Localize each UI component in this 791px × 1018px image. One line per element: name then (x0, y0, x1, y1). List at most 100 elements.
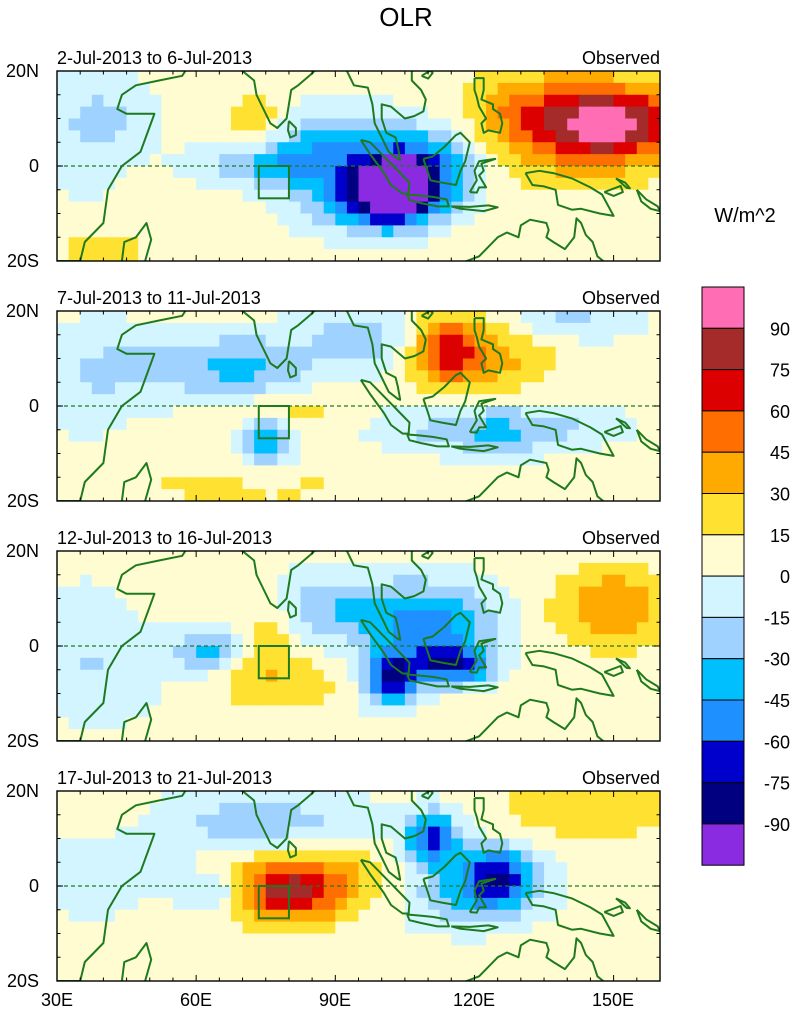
coastline (120, 222, 153, 261)
olr-cell (567, 189, 580, 203)
olr-cell (91, 177, 104, 191)
olr-cell (161, 562, 174, 576)
olr-cell (207, 969, 220, 981)
olr-cell (335, 249, 348, 261)
olr-cell (335, 465, 348, 478)
olr-cell (184, 586, 197, 600)
olr-cell (288, 862, 302, 875)
olr-cell (613, 394, 626, 407)
olr-cell (439, 225, 452, 238)
olr-cell (520, 634, 534, 647)
olr-cell (462, 791, 476, 804)
olr-cell (68, 945, 81, 958)
olr-cell (80, 441, 93, 455)
olr-cell (439, 82, 452, 96)
olr-cell (312, 429, 325, 443)
olr-cell (613, 477, 626, 490)
olr-cell (335, 693, 348, 706)
olr-cell (288, 406, 302, 419)
panel-date-label: 2-Jul-2013 to 6-Jul-2013 (57, 48, 252, 68)
olr-cell (567, 705, 580, 718)
olr-cell (428, 237, 441, 250)
olr-cell (578, 969, 592, 981)
olr-cell (149, 850, 162, 863)
colorbar-label: 90 (770, 319, 790, 339)
coastline (524, 649, 615, 697)
olr-cell (242, 82, 255, 96)
coastline (287, 360, 297, 379)
olr-cell (509, 814, 522, 828)
olr-cell (114, 681, 128, 695)
olr-cell (126, 693, 139, 706)
olr-cell (219, 370, 232, 383)
olr-cell (323, 334, 336, 348)
olr-cell (288, 874, 302, 887)
olr-cell (544, 82, 557, 96)
olr-cell (509, 453, 522, 466)
olr-cell (346, 909, 360, 923)
olr-cell (230, 394, 244, 407)
olr-cell (149, 562, 162, 576)
olr-cell (254, 681, 267, 695)
olr-cell (277, 874, 290, 887)
olr-cell (277, 453, 290, 466)
olr-cell (323, 429, 336, 443)
olr-cell (602, 622, 615, 635)
coastline (241, 71, 316, 129)
olr-cell (335, 969, 348, 981)
olr-cell (462, 106, 476, 120)
olr-cell (393, 693, 406, 706)
olr-cell (126, 382, 139, 395)
olr-cell (91, 346, 104, 360)
olr-cell (126, 429, 139, 443)
olr-cell (254, 358, 267, 371)
olr-cell (172, 897, 186, 911)
olr-cell (428, 921, 441, 935)
olr-cell (207, 94, 220, 108)
olr-cell (254, 201, 267, 215)
olr-cell (486, 142, 499, 155)
olr-cell (207, 465, 220, 478)
olr-cell (335, 406, 348, 419)
olr-cell (68, 106, 81, 120)
olr-cell (172, 82, 186, 96)
olr-cell (323, 850, 336, 863)
olr-cell (288, 791, 302, 804)
coastline (468, 157, 497, 194)
coastline (287, 600, 297, 619)
olr-cell (184, 814, 197, 828)
olr-cell (532, 669, 545, 683)
olr-cell (265, 201, 278, 215)
olr-cell (602, 106, 615, 120)
olr-cell (335, 634, 348, 647)
coastline (615, 657, 631, 670)
olr-cell (404, 921, 418, 935)
olr-cell (346, 933, 360, 946)
olr-cell (149, 874, 162, 887)
olr-cell (416, 237, 429, 250)
olr-cell (486, 94, 499, 108)
olr-cell (149, 681, 162, 695)
region-box (257, 885, 290, 920)
olr-cell (636, 453, 650, 466)
olr-cell (625, 237, 638, 250)
olr-cell (138, 669, 151, 683)
olr-cell (520, 562, 534, 576)
olr-cell (68, 394, 81, 407)
olr-cell (381, 370, 394, 383)
olr-cell (555, 862, 568, 875)
olr-cell (358, 249, 371, 261)
olr-cell (370, 693, 383, 706)
olr-cell (277, 669, 290, 683)
olr-cell (462, 657, 476, 671)
olr-cell (532, 106, 545, 120)
olr-cell (172, 334, 186, 348)
olr-cell (416, 82, 429, 96)
olr-cell (149, 634, 162, 647)
olr-cell (196, 610, 209, 623)
olr-cell (57, 237, 70, 250)
olr-cell (555, 634, 568, 647)
olr-cell (254, 705, 267, 718)
olr-cell (184, 370, 197, 383)
olr-cell (138, 477, 151, 490)
